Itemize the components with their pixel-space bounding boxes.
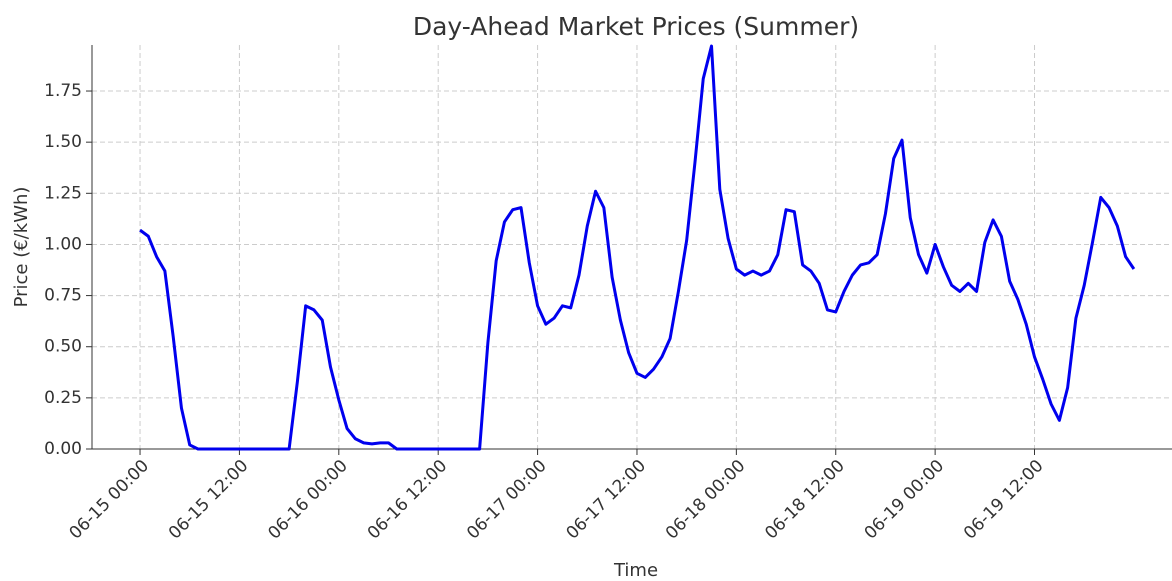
y-tick-label: 0.50: [44, 337, 82, 357]
x-tick-label: 06-16 12:00: [364, 456, 452, 544]
y-tick-label: 0.00: [44, 439, 82, 459]
x-tick-label: 06-19 00:00: [861, 456, 949, 544]
x-axis-label: Time: [613, 560, 658, 581]
chart-title: Day-Ahead Market Prices (Summer): [413, 12, 859, 41]
x-tick-label: 06-15 00:00: [66, 456, 154, 544]
y-tick-label: 0.25: [44, 388, 82, 408]
y-tick-label: 1.00: [44, 234, 82, 254]
x-tick-label: 06-18 12:00: [761, 456, 849, 544]
y-tick-label: 1.50: [44, 132, 82, 152]
x-tick-label: 06-17 00:00: [463, 456, 551, 544]
x-tick-label: 06-15 12:00: [165, 456, 253, 544]
y-tick-label: 1.75: [44, 81, 82, 101]
x-tick-label: 06-16 00:00: [264, 456, 352, 544]
price-line: [139, 44, 1136, 451]
y-tick-label: 0.75: [44, 286, 82, 306]
x-tick-label: 06-19 12:00: [960, 456, 1048, 544]
x-tick-label: 06-17 12:00: [563, 456, 651, 544]
x-tick-label: 06-18 00:00: [662, 456, 750, 544]
y-axis-label: Price (€/kWh): [11, 187, 32, 308]
y-tick-label: 1.25: [44, 183, 82, 203]
